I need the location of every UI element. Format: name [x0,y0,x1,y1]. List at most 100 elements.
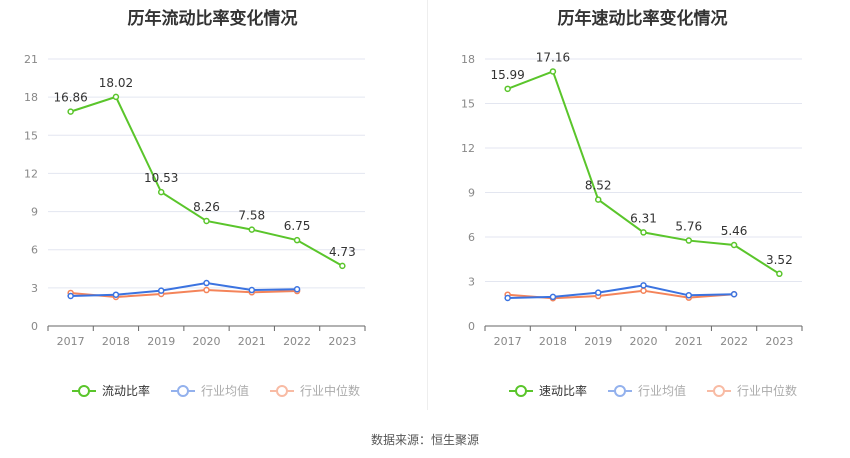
legend-label: 速动比率 [539,383,587,398]
legend-item-0[interactable]: 流动比率 [72,383,150,398]
data-point[interactable] [730,241,738,249]
legend-item-1[interactable]: 行业均值 [608,383,686,398]
source-note: 数据来源：恒生聚源 [370,433,479,447]
y-tick-label: 6 [468,231,475,244]
data-label: 5.76 [675,220,702,234]
legend-marker-icon [78,385,90,397]
y-tick-label: 9 [468,187,475,200]
data-point[interactable] [67,108,74,115]
legend-marker-icon [614,385,626,397]
y-tick-label: 0 [31,320,38,333]
legend-label: 行业中位数 [737,383,797,398]
data-point[interactable] [549,68,557,75]
legend-marker-icon [713,385,725,397]
legend-marker-icon [515,385,527,397]
y-tick-label: 18 [461,53,475,66]
y-tick-label: 18 [24,91,38,104]
data-point[interactable] [776,270,783,278]
y-tick-label: 15 [24,129,38,142]
legend-item-2[interactable]: 行业中位数 [270,383,360,398]
data-point[interactable] [248,226,256,233]
series-line-1 [70,282,298,297]
data-label: 7.58 [238,209,265,223]
legend-label: 行业均值 [201,383,249,398]
data-point[interactable] [203,217,210,225]
data-label: 18.02 [99,76,133,90]
data-label: 6.31 [630,211,657,225]
data-label: 17.16 [536,50,570,64]
data-label: 3.52 [766,253,793,267]
legend-label: 流动比率 [102,383,150,398]
data-point[interactable] [594,289,602,296]
data-point[interactable] [685,292,693,299]
y-tick-label: 0 [468,320,475,333]
data-point[interactable] [339,262,346,270]
y-tick-label: 6 [31,244,38,257]
series-line-0 [70,95,343,267]
x-tick-label: 2022 [283,335,311,348]
series-line-1 [507,284,735,299]
data-point[interactable] [685,237,693,244]
y-tick-label: 12 [24,167,38,180]
data-point[interactable] [112,93,120,101]
x-tick-label: 2021 [675,335,703,348]
data-point[interactable] [504,294,511,302]
legend-marker-icon [276,385,288,397]
legend-marker-icon [177,385,189,397]
data-point[interactable] [640,229,647,236]
data-point[interactable] [640,287,647,294]
legend-item-1[interactable]: 行业均值 [171,383,249,398]
series-line-0 [507,70,780,275]
x-tick-label: 2017 [494,335,522,348]
data-point[interactable] [594,196,602,203]
x-tick-label: 2021 [238,335,266,348]
divider [427,0,428,410]
data-point[interactable] [293,286,301,293]
x-tick-label: 2019 [584,335,612,348]
y-tick-label: 9 [31,206,38,219]
x-tick-label: 2019 [147,335,175,348]
data-point[interactable] [504,85,511,93]
data-point[interactable] [112,291,120,298]
data-point[interactable] [157,287,165,294]
data-point[interactable] [248,286,256,294]
data-label: 6.75 [284,219,311,233]
series-line-2 [70,289,298,299]
y-tick-label: 21 [24,53,38,66]
x-tick-label: 2020 [193,335,221,348]
data-point[interactable] [203,286,210,294]
legend-item-2[interactable]: 行业中位数 [707,383,797,398]
data-label: 16.86 [53,91,87,105]
x-tick-label: 2022 [720,335,748,348]
data-label: 10.53 [144,171,178,185]
data-label: 15.99 [490,68,524,82]
x-tick-label: 2023 [765,335,793,348]
data-label: 5.46 [721,224,748,238]
data-point[interactable] [730,291,738,298]
legend-item-0[interactable]: 速动比率 [509,383,587,398]
data-label: 8.52 [585,179,612,193]
data-point[interactable] [293,236,301,244]
legend-label: 行业中位数 [300,383,360,398]
chart-title-current-ratio: 历年流动比率变化情况 [127,9,298,29]
data-point[interactable] [203,279,210,287]
data-label: 8.26 [193,200,220,214]
x-tick-label: 2020 [630,335,658,348]
charts-svg: 0 3 6 9 12 15 18 21 2017 2018 2019 2020 2021 2022 2023… [24,50,803,398]
data-label: 4.73 [329,245,356,259]
y-tick-label: 15 [461,98,475,111]
y-tick-label: 12 [461,142,475,155]
x-tick-label: 2018 [102,335,130,348]
legend-label: 行业均值 [638,383,686,398]
y-tick-label: 3 [468,276,475,289]
data-point[interactable] [157,188,165,196]
x-tick-label: 2017 [57,335,85,348]
x-tick-label: 2023 [328,335,356,348]
data-point[interactable] [640,282,647,289]
y-tick-label: 3 [31,282,38,295]
x-tick-label: 2018 [539,335,567,348]
data-point[interactable] [67,292,74,300]
chart-title-quick-ratio: 历年速动比率变化情况 [557,9,728,29]
data-point[interactable] [549,293,557,301]
